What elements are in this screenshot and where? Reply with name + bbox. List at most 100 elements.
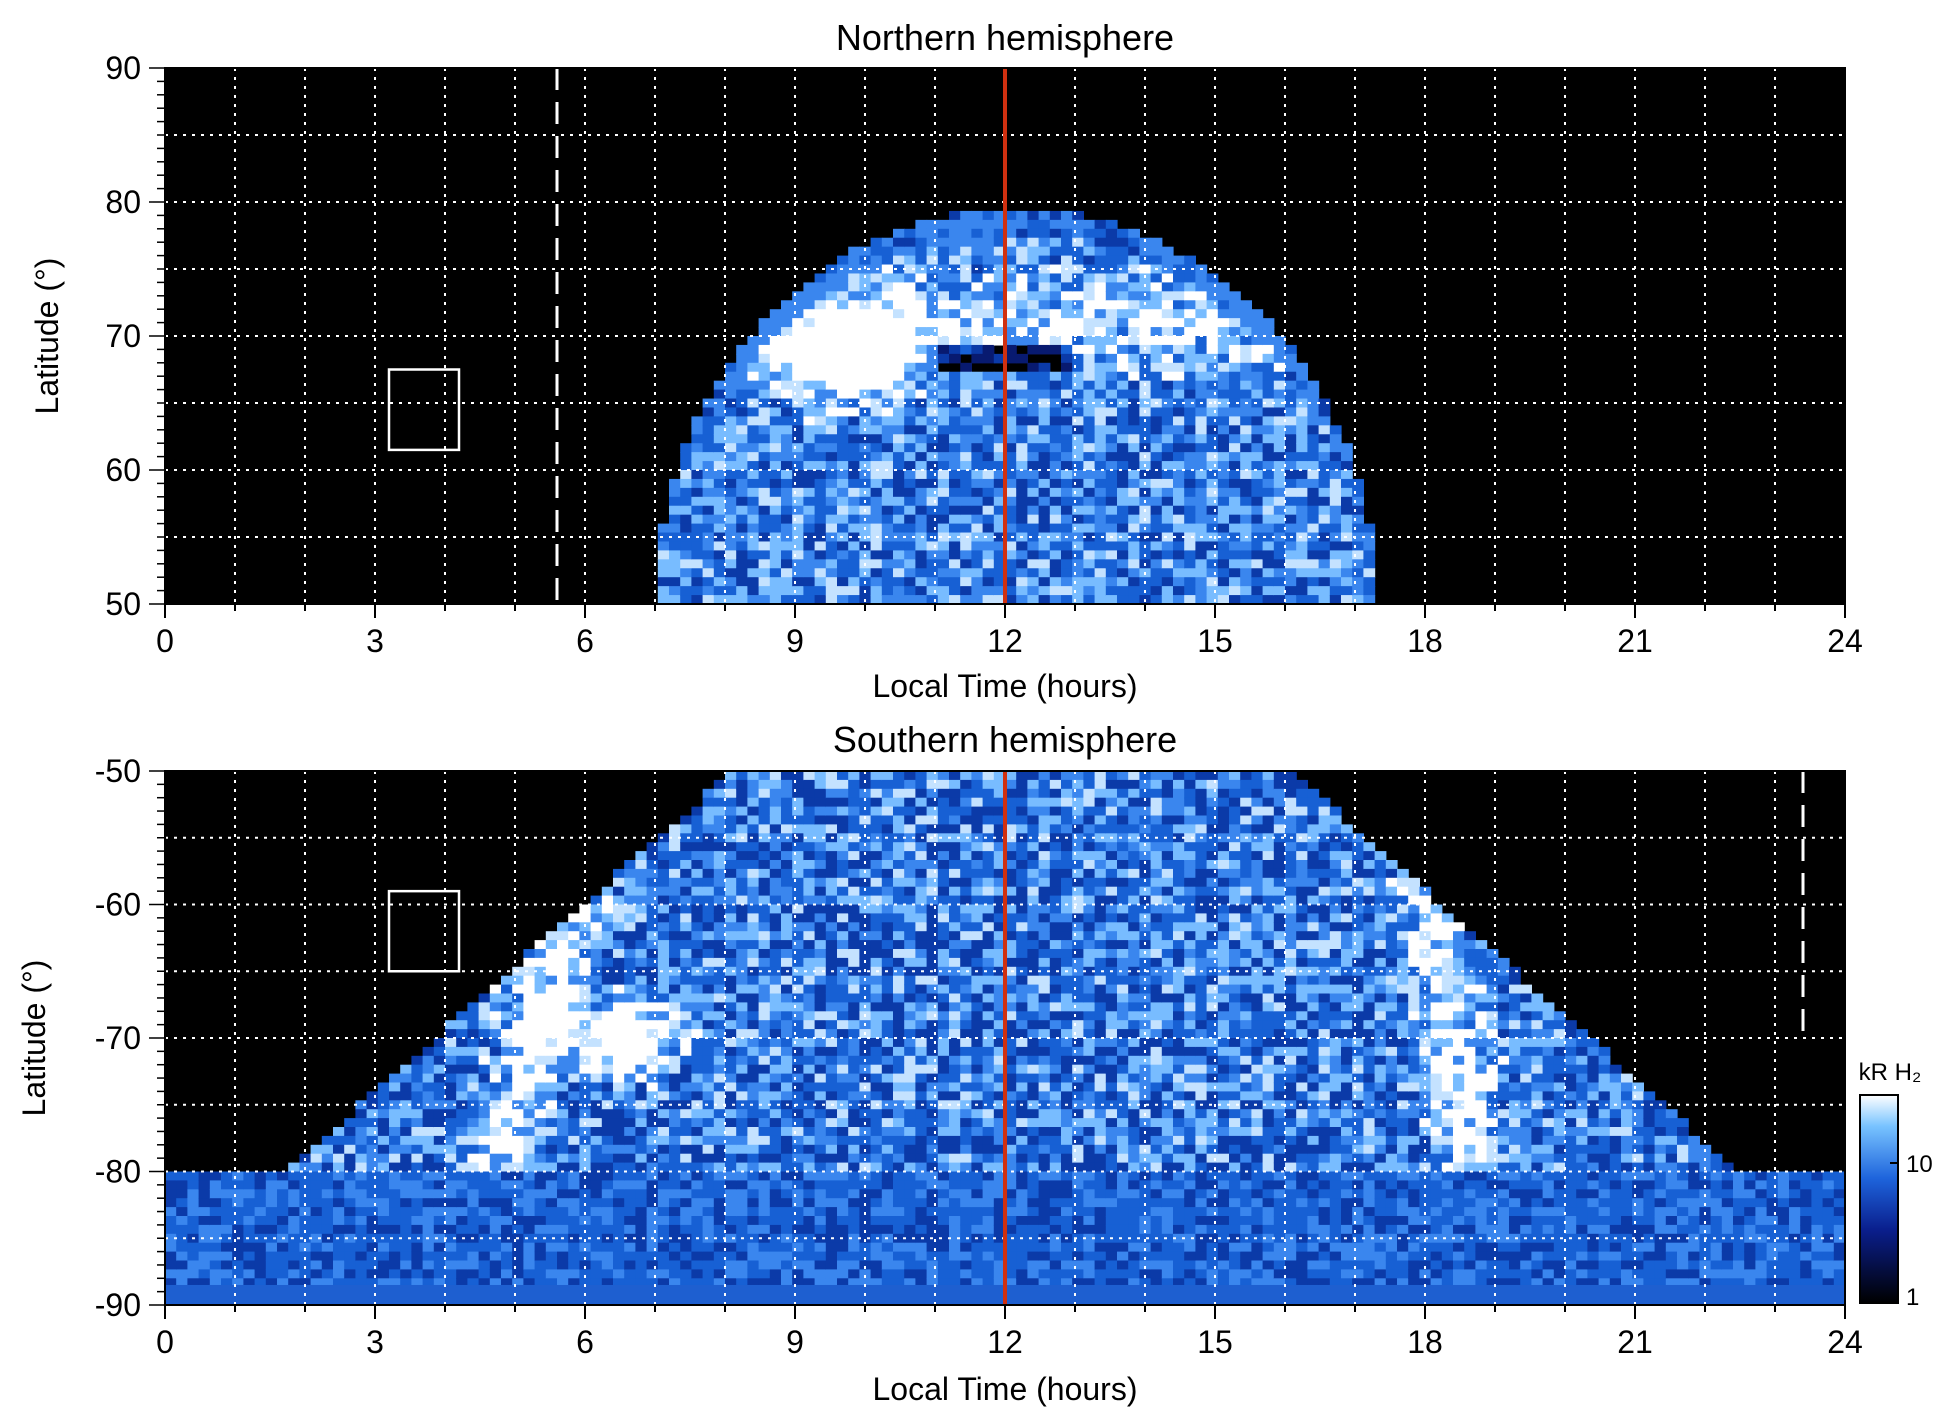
emission-cell (803, 1180, 816, 1190)
emission-cell (1027, 237, 1040, 248)
emission-cell (747, 470, 760, 480)
emission-cell (613, 1189, 625, 1199)
emission-cell (680, 443, 692, 453)
emission-cell (669, 559, 681, 569)
emission-cell (545, 1144, 558, 1155)
emission-cell (680, 1224, 692, 1235)
emission-cell (489, 1118, 502, 1128)
emission-cell (702, 957, 715, 968)
emission-cell (1251, 443, 1264, 453)
emission-cell (489, 1109, 502, 1119)
emission-cell (971, 353, 984, 364)
emission-cell (590, 940, 603, 950)
emission-cell (758, 1153, 771, 1164)
emission-cell (1352, 550, 1364, 560)
emission-cell (1240, 452, 1252, 462)
emission-cell (590, 922, 603, 932)
emission-cell (489, 984, 502, 995)
emission-cell (803, 868, 816, 879)
emission-cell (691, 975, 704, 986)
emission-cell (758, 877, 771, 888)
emission-cell (825, 577, 838, 587)
emission-cell (165, 1260, 177, 1270)
emission-cell (904, 940, 916, 950)
emission-cell (781, 380, 793, 391)
emission-cell (1083, 550, 1096, 560)
emission-cell (1061, 443, 1073, 453)
emission-cell (1173, 434, 1185, 444)
emission-cell (814, 1278, 827, 1288)
emission-cell (915, 380, 928, 391)
emission-cell (1105, 568, 1118, 578)
emission-cell (702, 1198, 715, 1208)
emission-cell (825, 1162, 838, 1173)
emission-cell (1061, 210, 1073, 221)
emission-cell (870, 505, 883, 516)
emission-cell (613, 1171, 625, 1181)
emission-cell (680, 1002, 692, 1012)
emission-cell (680, 1216, 692, 1226)
emission-cell (837, 255, 849, 266)
emission-cell (1061, 425, 1073, 435)
emission-cell (288, 1260, 300, 1270)
emission-cell (366, 1278, 379, 1288)
emission-cell (1184, 282, 1196, 292)
emission-cell (814, 336, 827, 346)
emission-cell (590, 1118, 603, 1128)
emission-cell (769, 318, 782, 328)
emission-cell (713, 957, 726, 968)
emission-cell (557, 1189, 569, 1199)
emission-cell (803, 523, 816, 534)
emission-cell (635, 1189, 648, 1199)
emission-cell (848, 904, 860, 914)
emission-cell (1262, 443, 1275, 453)
emission-cell (176, 1189, 188, 1199)
emission-cell (1083, 568, 1096, 578)
emission-cell (669, 1100, 681, 1110)
emission-cell (792, 868, 804, 879)
emission-cell (937, 309, 950, 319)
emission-cell (1016, 327, 1028, 337)
emission-cell (904, 806, 916, 817)
emission-cell (1150, 514, 1163, 525)
emission-cell (557, 1144, 569, 1155)
emission-cell (758, 362, 771, 373)
emission-cell (534, 1216, 547, 1226)
emission-cell (1195, 380, 1208, 391)
emission-cell (792, 478, 804, 489)
emission-cell (881, 993, 894, 1003)
emission-cell (1206, 586, 1219, 596)
emission-cell (489, 1233, 502, 1244)
emission-cell (803, 380, 816, 391)
emission-cell (557, 1020, 569, 1030)
emission-cell (478, 1011, 491, 1021)
emission-cell (1117, 380, 1129, 391)
emission-cell (937, 273, 950, 283)
emission-cell (445, 1251, 457, 1262)
emission-cell (646, 1242, 659, 1253)
emission-cell (848, 398, 860, 409)
emission-cell (825, 550, 838, 560)
emission-cell (993, 300, 1006, 310)
emission-cell (702, 1109, 715, 1119)
emission-cell (702, 595, 715, 605)
emission-cell (512, 1171, 524, 1181)
emission-cell (1117, 532, 1129, 543)
emission-cell (523, 1029, 536, 1039)
emission-cell (736, 1055, 748, 1066)
emission-cell (1005, 496, 1017, 507)
emission-cell (1173, 541, 1185, 551)
emission-cell (601, 1162, 614, 1173)
emission-cell (814, 1020, 827, 1030)
emission-cell (915, 568, 928, 578)
emission-cell (881, 886, 894, 897)
emission-cell (545, 949, 558, 959)
emission-cell (949, 523, 961, 534)
emission-cell (1083, 559, 1096, 569)
emission-cell (646, 895, 659, 906)
emission-cell (277, 1224, 289, 1235)
emission-cell (691, 496, 704, 507)
emission-cell (1184, 318, 1196, 328)
emission-cell (747, 541, 760, 551)
emission-cell (1229, 336, 1241, 346)
